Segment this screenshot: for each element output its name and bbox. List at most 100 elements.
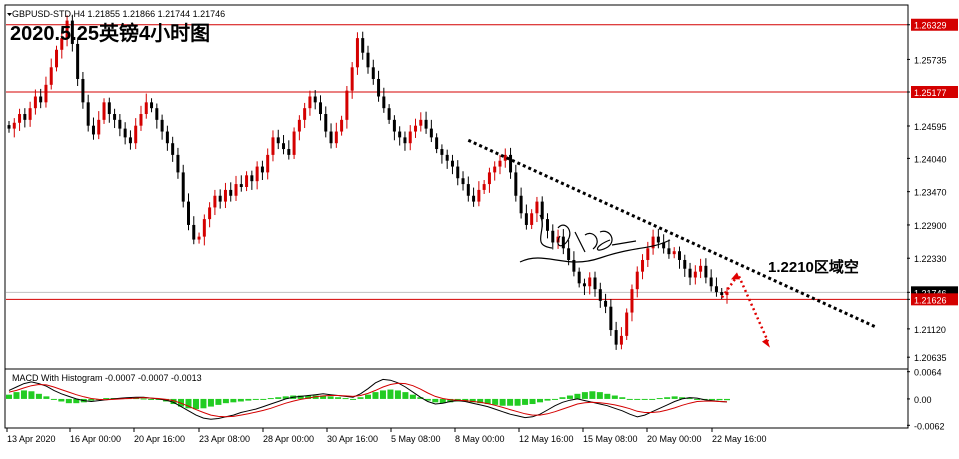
candle-body (667, 248, 671, 255)
candle-body (229, 189, 233, 196)
candle-body (97, 119, 101, 135)
dropdown-triangle-icon[interactable] (7, 13, 12, 16)
candle-body (318, 102, 322, 115)
candle-body (472, 195, 476, 202)
candle-body (498, 160, 502, 167)
candle-body (33, 96, 37, 109)
macd-histogram-bar (604, 393, 611, 399)
candle-body (361, 38, 365, 53)
candle-body (699, 265, 703, 272)
candle-body (65, 20, 69, 39)
signal-line (8, 382, 728, 418)
forecast-down-arrow (737, 275, 770, 343)
candle-body (546, 219, 549, 231)
candle-body (292, 131, 296, 155)
candle-body (187, 201, 190, 225)
candle-body (197, 236, 201, 240)
macd-histogram-bar (357, 397, 364, 399)
candle-body (530, 213, 534, 225)
candle-body (540, 201, 544, 220)
price-tick-label: 1.24040 (914, 154, 947, 164)
macd-histogram-bar (551, 398, 558, 400)
candle-body (44, 84, 48, 103)
date-tick-label: 8 May 00:00 (455, 434, 505, 444)
candle-body (81, 78, 85, 103)
candle-body (656, 236, 660, 243)
macd-histogram-bar (507, 398, 514, 406)
macd-histogram-bar (417, 397, 424, 399)
candle-body (662, 242, 666, 249)
macd-histogram-bar (305, 395, 312, 399)
price-tick-label: 1.21120 (914, 325, 946, 335)
price-tick-label: 1.20635 (914, 353, 947, 363)
resistance-trendline (467, 138, 877, 329)
macd-histogram-bar (372, 392, 379, 399)
candle-body (144, 102, 148, 115)
candle-body (213, 195, 217, 208)
macd-histogram-bar (237, 398, 244, 402)
signature-watermark (519, 214, 671, 263)
candle-body (176, 154, 180, 173)
candle-body (340, 119, 344, 132)
candle-body (123, 128, 127, 138)
candle-body (408, 131, 412, 144)
candle-body (567, 248, 571, 260)
candle-body (7, 125, 11, 129)
macd-histogram-bar (402, 392, 409, 399)
macd-histogram-bar (522, 398, 529, 405)
candle-body (60, 38, 64, 50)
candle-body (150, 102, 154, 109)
macd-histogram-bar (492, 398, 499, 405)
macd-histogram-bar (529, 398, 536, 405)
overlay-title: 2020.5.25英镑4小时图 (10, 21, 210, 45)
price-tick-label: 1.21626 (914, 295, 947, 305)
candle-body (693, 271, 697, 278)
candle-body (514, 172, 518, 196)
macd-histogram-bar (679, 397, 686, 399)
candle-body (419, 119, 423, 126)
macd-histogram-bar (320, 395, 327, 399)
macd-histogram-bar (28, 391, 35, 399)
trendline-group (467, 138, 877, 329)
macd-histogram-bar (671, 396, 678, 399)
candle-body (139, 114, 143, 126)
date-tick-label: 5 May 08:00 (391, 434, 441, 444)
macd-histogram-bar (514, 398, 521, 406)
macd-histogram-bar (447, 398, 454, 403)
macd-histogram-bar (664, 397, 671, 399)
candle-body (414, 125, 418, 132)
macd-histogram-bar (499, 398, 506, 406)
candle-body (445, 154, 449, 161)
candle-body (435, 137, 439, 150)
candle-body (609, 306, 613, 331)
candle-body (23, 114, 27, 120)
macd-histogram-bar (694, 398, 701, 400)
candle-body (128, 137, 132, 144)
candle-body (398, 131, 402, 138)
candle-body (503, 154, 507, 161)
candle-body (582, 283, 586, 287)
candle-body (630, 289, 634, 313)
candle-body (450, 160, 454, 167)
macd-histogram-bar (342, 398, 349, 400)
macd-histogram-bar (626, 398, 633, 400)
candle-body (155, 108, 159, 120)
level-price-marker (911, 18, 958, 31)
macd-histogram-bar (581, 392, 588, 399)
candle-body (297, 119, 301, 132)
date-tick-label: 28 Apr 00:00 (263, 434, 314, 444)
candle-body (519, 195, 523, 214)
macd-histogram-bar (230, 398, 237, 403)
macd-tick-label: 0.00 (914, 395, 932, 405)
candle-body (387, 108, 391, 120)
macd-histogram-bar (559, 397, 566, 399)
candle-body (113, 114, 117, 120)
candle-body (672, 251, 676, 255)
candle-body (392, 119, 396, 132)
candle-body (355, 38, 359, 68)
candle-body (509, 154, 513, 173)
macd-histogram-bar (484, 398, 491, 405)
